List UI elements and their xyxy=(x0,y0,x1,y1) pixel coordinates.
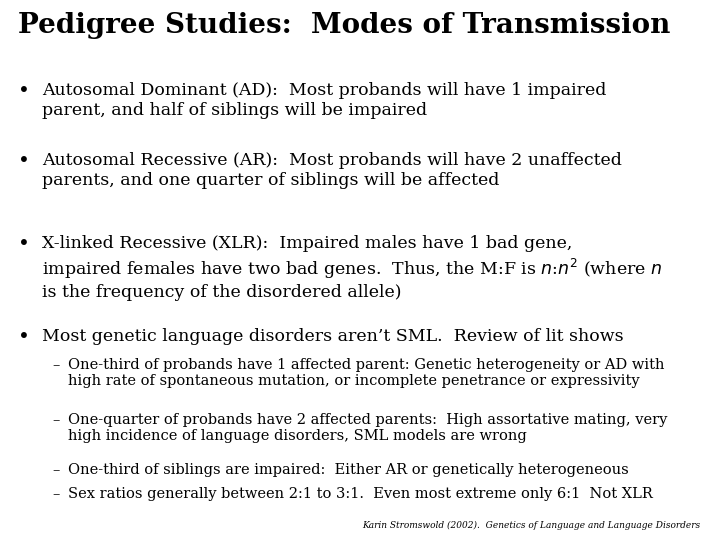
Text: –: – xyxy=(52,358,59,372)
Text: X-linked Recessive (XLR):  Impaired males have 1 bad gene,
impaired females have: X-linked Recessive (XLR): Impaired males… xyxy=(42,235,662,301)
Text: One-third of siblings are impaired:  Either AR or genetically heterogeneous: One-third of siblings are impaired: Eith… xyxy=(68,463,629,477)
Text: Sex ratios generally between 2:1 to 3:1.  Even most extreme only 6:1  Not XLR: Sex ratios generally between 2:1 to 3:1.… xyxy=(68,487,653,501)
Text: Autosomal Dominant (AD):  Most probands will have 1 impaired
parent, and half of: Autosomal Dominant (AD): Most probands w… xyxy=(42,82,606,119)
Text: Most genetic language disorders aren’t SML.  Review of lit shows: Most genetic language disorders aren’t S… xyxy=(42,328,624,345)
Text: Pedigree Studies:  Modes of Transmission: Pedigree Studies: Modes of Transmission xyxy=(18,12,670,39)
Text: –: – xyxy=(52,487,59,501)
Text: One-quarter of probands have 2 affected parents:  High assortative mating, very
: One-quarter of probands have 2 affected … xyxy=(68,413,667,443)
Text: Autosomal Recessive (AR):  Most probands will have 2 unaffected
parents, and one: Autosomal Recessive (AR): Most probands … xyxy=(42,152,622,189)
Text: One-third of probands have 1 affected parent: Genetic heterogeneity or AD with
h: One-third of probands have 1 affected pa… xyxy=(68,358,665,388)
Text: •: • xyxy=(18,82,30,101)
Text: •: • xyxy=(18,152,30,171)
Text: •: • xyxy=(18,235,30,254)
Text: •: • xyxy=(18,328,30,347)
Text: –: – xyxy=(52,463,59,477)
Text: –: – xyxy=(52,413,59,427)
Text: Karin Stromswold (2002).  Genetics of Language and Language Disorders: Karin Stromswold (2002). Genetics of Lan… xyxy=(362,521,700,530)
